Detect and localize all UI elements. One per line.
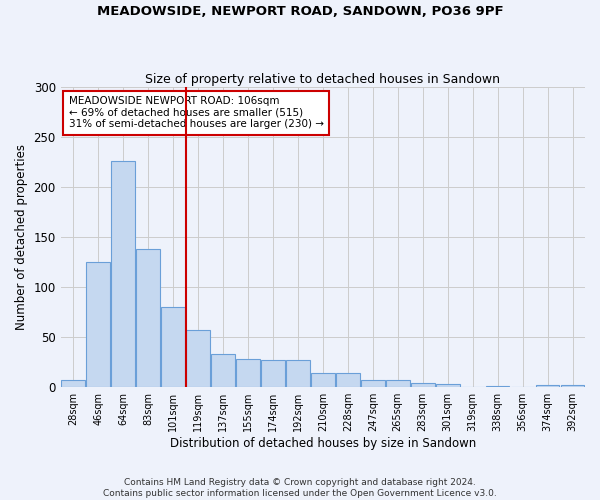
Bar <box>236 359 260 387</box>
Bar <box>311 373 335 387</box>
Bar <box>186 330 210 387</box>
Text: MEADOWSIDE NEWPORT ROAD: 106sqm
← 69% of detached houses are smaller (515)
31% o: MEADOWSIDE NEWPORT ROAD: 106sqm ← 69% of… <box>68 96 323 130</box>
Bar <box>361 380 385 387</box>
Bar <box>61 380 85 387</box>
Bar <box>560 385 584 387</box>
Text: Contains HM Land Registry data © Crown copyright and database right 2024.
Contai: Contains HM Land Registry data © Crown c… <box>103 478 497 498</box>
Bar <box>486 386 509 387</box>
Text: MEADOWSIDE, NEWPORT ROAD, SANDOWN, PO36 9PF: MEADOWSIDE, NEWPORT ROAD, SANDOWN, PO36 … <box>97 5 503 18</box>
Bar <box>136 249 160 387</box>
Bar <box>211 354 235 387</box>
Bar <box>261 360 285 387</box>
Bar <box>411 383 434 387</box>
Bar <box>111 161 135 387</box>
Bar <box>436 384 460 387</box>
Bar <box>286 360 310 387</box>
Bar <box>536 385 559 387</box>
Bar <box>86 262 110 387</box>
Bar <box>386 380 410 387</box>
X-axis label: Distribution of detached houses by size in Sandown: Distribution of detached houses by size … <box>170 437 476 450</box>
Bar <box>161 307 185 387</box>
Title: Size of property relative to detached houses in Sandown: Size of property relative to detached ho… <box>145 73 500 86</box>
Y-axis label: Number of detached properties: Number of detached properties <box>15 144 28 330</box>
Bar <box>336 373 359 387</box>
